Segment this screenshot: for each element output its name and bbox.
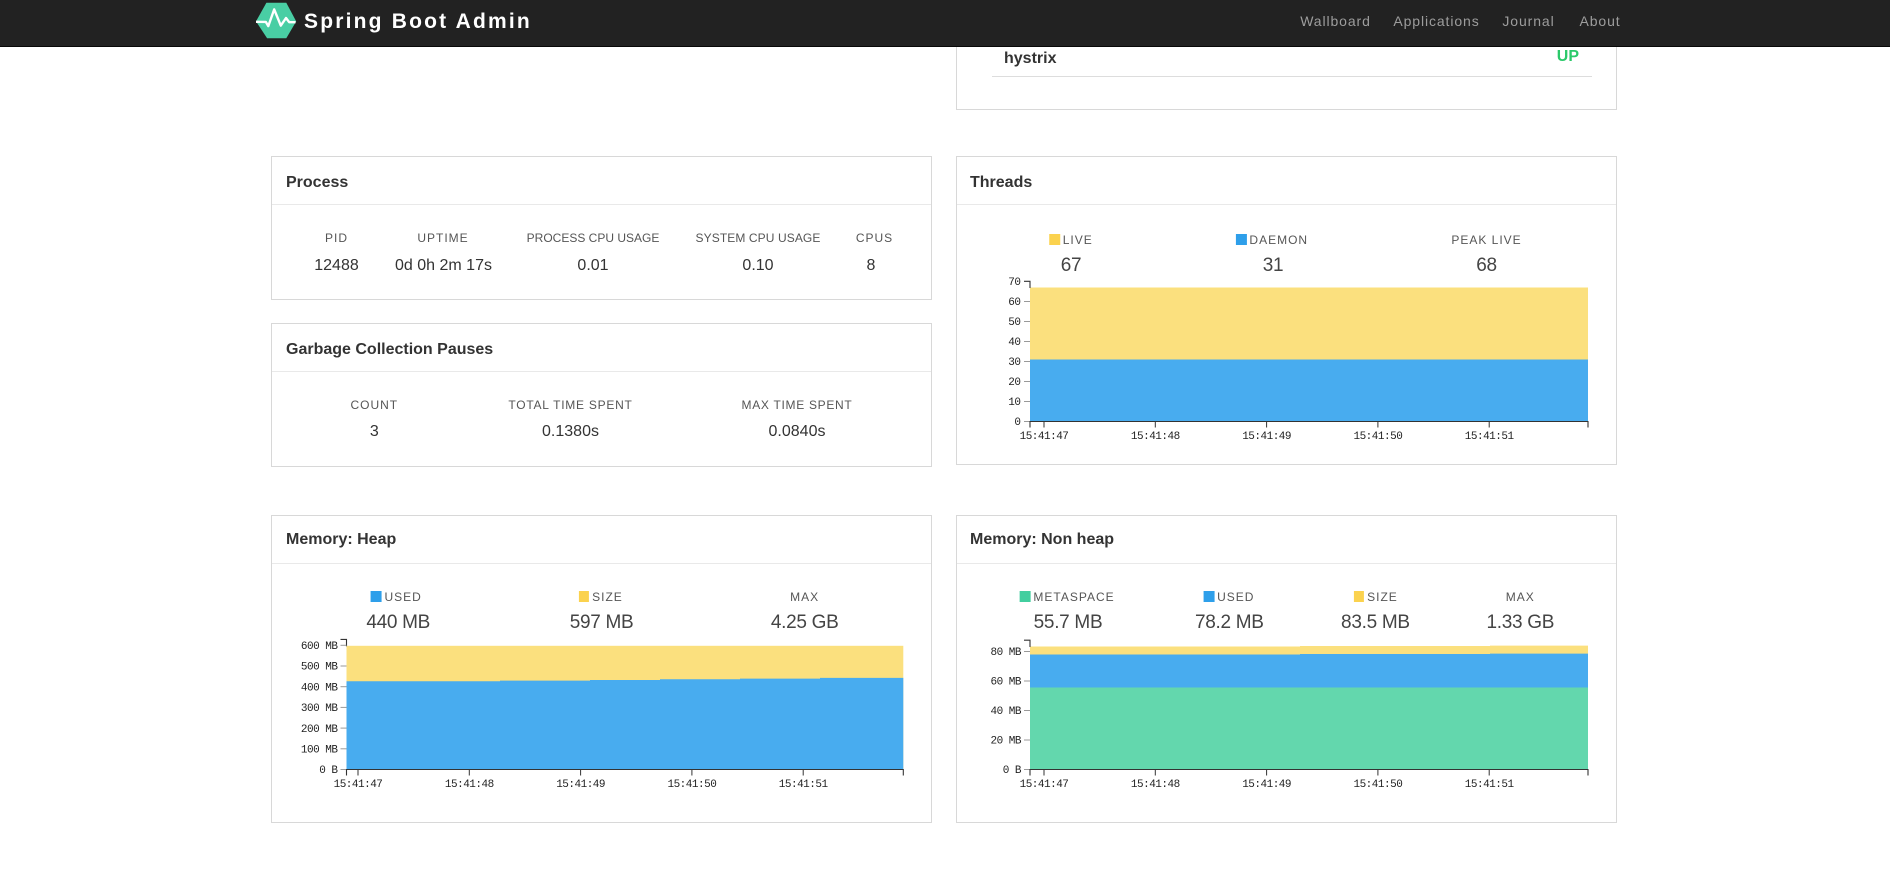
svg-text:15:41:49: 15:41:49 [1242,431,1291,443]
svg-text:50: 50 [1008,317,1020,329]
svg-text:30: 30 [1008,357,1020,369]
svg-text:15:41:50: 15:41:50 [1353,779,1402,791]
svg-text:60: 60 [1008,297,1020,309]
svg-text:0: 0 [1014,417,1020,429]
svg-text:15:41:48: 15:41:48 [445,779,494,791]
svg-text:0 B: 0 B [1003,765,1022,777]
svg-text:15:41:49: 15:41:49 [1242,779,1291,791]
svg-text:15:41:50: 15:41:50 [1353,431,1402,443]
svg-text:15:41:47: 15:41:47 [1020,431,1069,443]
svg-text:15:41:50: 15:41:50 [667,779,716,791]
svg-text:400 MB: 400 MB [301,682,339,694]
svg-text:15:41:47: 15:41:47 [1020,779,1069,791]
svg-text:15:41:51: 15:41:51 [1465,779,1515,791]
svg-text:100 MB: 100 MB [301,745,339,757]
svg-text:0 B: 0 B [319,765,338,777]
svg-text:15:41:49: 15:41:49 [556,779,605,791]
svg-text:15:41:47: 15:41:47 [334,779,383,791]
svg-text:15:41:51: 15:41:51 [1465,431,1515,443]
svg-text:200 MB: 200 MB [301,724,339,736]
svg-text:80 MB: 80 MB [990,647,1021,659]
svg-text:20 MB: 20 MB [990,736,1021,748]
svg-text:15:41:51: 15:41:51 [779,779,829,791]
svg-text:70: 70 [1008,277,1020,289]
svg-text:600 MB: 600 MB [301,641,339,653]
svg-text:300 MB: 300 MB [301,703,339,715]
svg-text:15:41:48: 15:41:48 [1131,431,1180,443]
svg-text:500 MB: 500 MB [301,662,339,674]
svg-text:20: 20 [1008,377,1020,389]
svg-text:40: 40 [1008,337,1020,349]
svg-text:15:41:48: 15:41:48 [1131,779,1180,791]
svg-text:40 MB: 40 MB [990,706,1021,718]
svg-text:10: 10 [1008,397,1020,409]
svg-text:60 MB: 60 MB [990,677,1021,689]
